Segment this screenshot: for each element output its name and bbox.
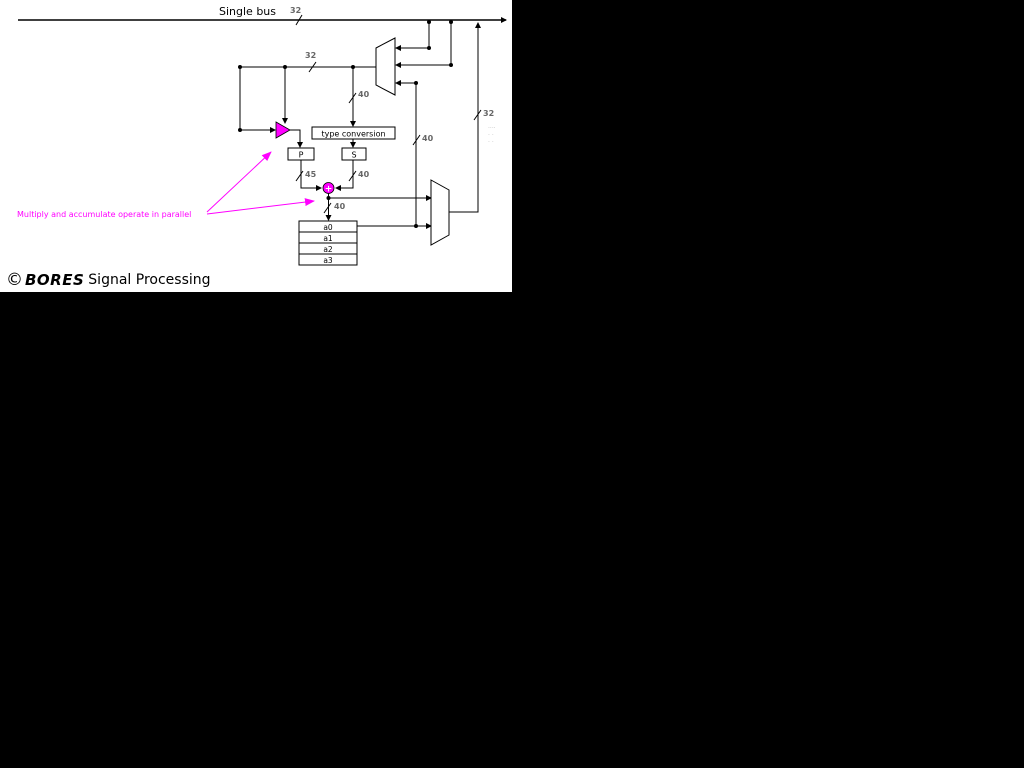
p-width-label: 45 <box>305 170 317 179</box>
acc-width-slash <box>323 202 332 214</box>
right-width-slash <box>473 109 482 121</box>
copyright-footer: © BORES Signal Processing <box>6 270 211 290</box>
faint-note-line-3: · · <box>488 139 494 146</box>
annotation-arrow-to-adder <box>206 198 315 215</box>
company-name-text: Signal Processing <box>88 272 211 288</box>
multiplier-to-p-line <box>290 129 303 148</box>
tap-junction-2 <box>449 63 453 67</box>
convert-width-slash <box>348 92 357 104</box>
multiplier-triangle <box>275 121 291 139</box>
p-width-slash <box>295 170 304 182</box>
single-bus-label: Single bus <box>219 5 276 18</box>
feedback-junction-bottom <box>414 224 418 228</box>
p-to-adder-line <box>300 160 322 191</box>
accumulator-a3-label: a3 <box>323 256 333 265</box>
p-register-label: P <box>299 151 304 160</box>
brand-logo-text: BORES <box>25 271 85 289</box>
tap-junction-1 <box>427 46 431 50</box>
bus-tap-line-1 <box>395 22 430 51</box>
bus-width-slash <box>295 14 303 26</box>
bottom-multiplexer <box>430 179 450 246</box>
adder-symbol: + <box>325 185 333 195</box>
s-width-slash <box>348 170 357 182</box>
accumulator-a3 <box>298 253 358 266</box>
accumulator-a0-label: a0 <box>323 223 333 232</box>
copyright-symbol: © <box>6 270 23 290</box>
accumulator-a2-label: a2 <box>323 245 333 254</box>
top-multiplexer <box>375 37 396 96</box>
faint-note-line-1: ···· <box>488 125 496 132</box>
parallel-annotation: Multiply and accumulate operate in paral… <box>17 210 191 219</box>
faint-note-line-2: · · <box>488 132 494 139</box>
feedback-width-slash <box>412 134 421 146</box>
bus-tap-line-2 <box>395 22 452 68</box>
right-width-label: 32 <box>483 109 494 118</box>
bus-width-label: 32 <box>290 6 301 15</box>
type-conversion-label: type conversion <box>321 130 385 139</box>
s-to-adder-line <box>335 160 354 191</box>
s-width-label: 40 <box>358 170 370 179</box>
convert-width-label: 40 <box>358 90 370 99</box>
accumulator-bank: a0 a1 a2 a3 <box>298 220 358 266</box>
s-register <box>341 147 367 161</box>
mac-datapath-diagram: Single bus 32 32 40 type convers <box>17 5 507 266</box>
upper-width-slash <box>308 61 317 73</box>
feedback-width-label: 40 <box>422 134 434 143</box>
bottom-mux-to-bus-line <box>449 22 481 213</box>
accumulator-a1-label: a1 <box>323 234 333 243</box>
diagram-panel: Single bus 32 32 40 type convers <box>0 0 512 292</box>
upper-width-label: 32 <box>305 51 316 60</box>
s-register-label: S <box>351 151 356 160</box>
acc-width-label: 40 <box>334 202 346 211</box>
annotation-arrow-to-multiplier <box>206 151 272 213</box>
